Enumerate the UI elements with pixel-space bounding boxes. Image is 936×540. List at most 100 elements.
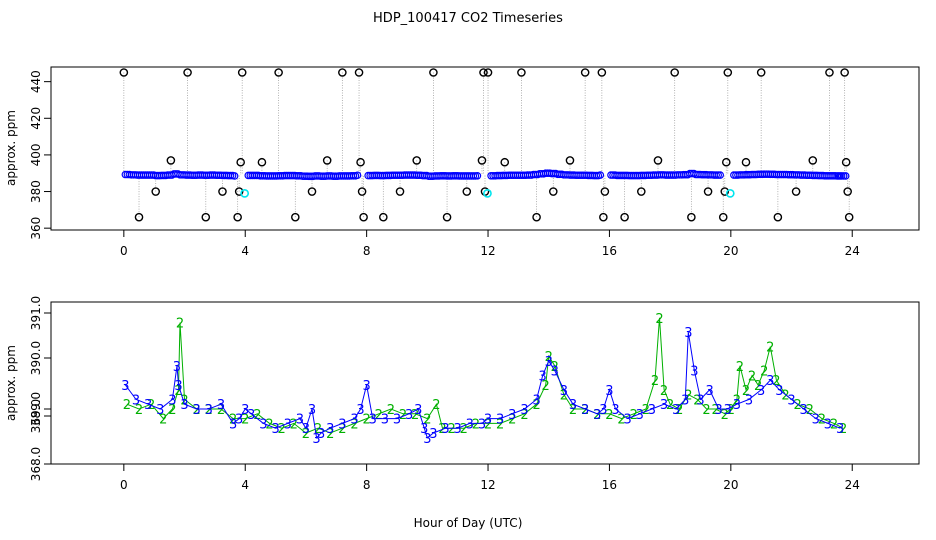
top-ambient-points bbox=[121, 169, 850, 181]
series-2-marker: 2 bbox=[721, 408, 729, 423]
series-3-marker: 3 bbox=[423, 432, 431, 447]
bottom-x-tick-label: 8 bbox=[363, 478, 371, 492]
series-2-marker: 2 bbox=[193, 403, 201, 418]
calibration-point bbox=[356, 157, 365, 167]
series-3-marker: 3 bbox=[539, 369, 547, 384]
series-3-marker: 3 bbox=[599, 403, 607, 418]
series-3-marker: 3 bbox=[715, 403, 723, 418]
calibration-point bbox=[379, 212, 388, 222]
calibration-point bbox=[236, 157, 245, 167]
calibration-point bbox=[703, 187, 713, 196]
ambient-point bbox=[716, 171, 725, 179]
series-3-marker: 3 bbox=[356, 403, 364, 418]
series-3-marker: 3 bbox=[247, 408, 255, 423]
series-2-marker: 2 bbox=[123, 398, 131, 413]
series-3-marker: 3 bbox=[581, 403, 589, 418]
series-3-marker: 3 bbox=[229, 417, 237, 432]
series-3-marker: 3 bbox=[235, 413, 243, 428]
calibration-point bbox=[532, 212, 541, 222]
series-3-marker: 3 bbox=[705, 384, 713, 399]
series-3-marker: 3 bbox=[569, 398, 577, 413]
series-2-marker: 2 bbox=[135, 403, 143, 418]
series-2-marker: 2 bbox=[806, 403, 814, 418]
calibration-point bbox=[808, 156, 818, 165]
bottom-y-label: approx. ppm bbox=[4, 345, 18, 421]
calibration-point bbox=[687, 212, 696, 222]
calibration-point bbox=[322, 156, 332, 165]
series-3-marker: 3 bbox=[241, 403, 249, 418]
top-panel: 0 4 8 12 16 20 24 360 380 400 420 440 approx. ppm bbox=[4, 66, 920, 258]
series-2-marker: 2 bbox=[326, 427, 334, 442]
bottom-y-tick-label: 391.0 bbox=[29, 296, 43, 330]
top-plot-frame bbox=[50, 66, 920, 231]
series-2-marker: 2 bbox=[772, 374, 780, 389]
calibration-point bbox=[442, 212, 452, 222]
calibration-point bbox=[653, 156, 663, 165]
calibration-point bbox=[597, 68, 607, 77]
top-y-label: approx. ppm bbox=[4, 110, 18, 186]
bottom-y-tick-label: 368.0 bbox=[29, 447, 43, 481]
top-y-tick-label: 440 bbox=[29, 70, 43, 93]
series-2-marker: 2 bbox=[655, 312, 663, 327]
series-2-marker: 2 bbox=[447, 422, 455, 437]
series-2-marker: 2 bbox=[593, 408, 601, 423]
series-3-marker: 3 bbox=[560, 384, 568, 399]
series-2-marker: 2 bbox=[180, 393, 188, 408]
bottom-y-tick-label: 369.0 bbox=[29, 399, 43, 433]
calibration-point bbox=[773, 212, 783, 222]
top-y-axis: 360 380 400 420 440 bbox=[29, 70, 51, 240]
series-2-marker: 2 bbox=[766, 341, 774, 356]
calibration-point bbox=[395, 187, 405, 196]
series-3-marker: 3 bbox=[520, 403, 528, 418]
calibration-point bbox=[234, 187, 244, 196]
ambient-point bbox=[353, 171, 362, 180]
series-2-marker: 2 bbox=[793, 398, 801, 413]
series-2-marker: 2 bbox=[684, 389, 692, 404]
calibration-point bbox=[338, 68, 347, 77]
bottom-y-tick-label: 390.0 bbox=[29, 341, 43, 375]
top-x-tick-label: 24 bbox=[845, 244, 860, 258]
series-2-marker: 2 bbox=[176, 317, 184, 332]
top-x-tick-label: 4 bbox=[241, 244, 249, 258]
bottom-x-tick-label: 12 bbox=[480, 478, 495, 492]
top-x-tick-label: 0 bbox=[120, 244, 128, 258]
series-2-marker: 2 bbox=[520, 408, 528, 423]
bottom-x-tick-label: 0 bbox=[120, 478, 128, 492]
series-2-marker: 2 bbox=[399, 408, 407, 423]
series-3-marker: 3 bbox=[648, 403, 656, 418]
series-2-marker: 2 bbox=[432, 398, 440, 413]
chart-title: HDP_100417 CO2 Timeseries bbox=[373, 11, 563, 26]
calibration-point bbox=[718, 212, 728, 222]
series-2-marker: 2 bbox=[411, 408, 419, 423]
series-3-marker: 3 bbox=[338, 417, 346, 432]
calibration-point bbox=[500, 157, 510, 167]
series-3-marker: 3 bbox=[724, 403, 732, 418]
series-3-marker: 3 bbox=[271, 422, 279, 437]
series-3-marker: 3 bbox=[369, 413, 377, 428]
calibration-point bbox=[274, 68, 283, 77]
bottom-x-tick-label: 16 bbox=[602, 478, 617, 492]
series-3-marker: 3 bbox=[684, 326, 692, 341]
calibration-point bbox=[479, 68, 488, 77]
series-2-marker: 2 bbox=[760, 365, 768, 380]
series-3-marker: 3 bbox=[733, 398, 741, 413]
series-3-marker: 3 bbox=[611, 403, 619, 418]
calibration-point bbox=[600, 187, 610, 196]
calibration-point bbox=[291, 212, 300, 222]
calibration-point bbox=[183, 68, 192, 77]
series-3-marker: 3 bbox=[605, 384, 613, 399]
series-2-marker: 2 bbox=[660, 384, 668, 399]
series-3-marker: 3 bbox=[496, 413, 504, 428]
series-3-marker: 3 bbox=[672, 403, 680, 418]
series-2-marker: 2 bbox=[542, 379, 550, 394]
calibration-point bbox=[723, 68, 733, 77]
calibration-point bbox=[791, 187, 801, 196]
top-x-tick-label: 16 bbox=[602, 244, 617, 258]
calibration-point bbox=[720, 187, 730, 196]
calibration-point bbox=[151, 187, 161, 196]
series-3-marker: 3 bbox=[168, 393, 176, 408]
series-3-marker: 3 bbox=[362, 379, 370, 394]
series-2-marker: 2 bbox=[781, 389, 789, 404]
series-2-marker: 2 bbox=[748, 369, 756, 384]
